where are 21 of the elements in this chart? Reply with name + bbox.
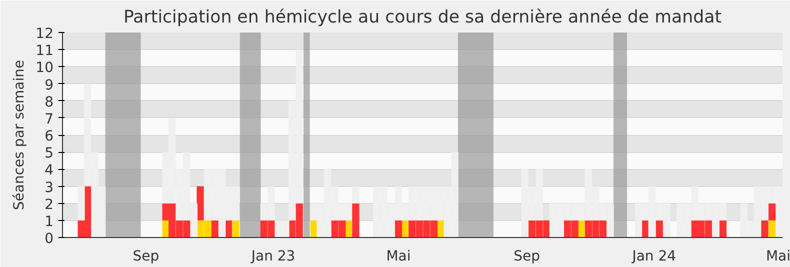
y-tick-label: 1: [44, 214, 54, 230]
chart-title: Participation en hémicycle au cours de sa dernière année de mandat: [124, 8, 722, 28]
y-tick-label: 7: [44, 111, 54, 128]
x-tick-label: Mai: [386, 248, 411, 264]
x-tick-label: Jan 23: [250, 248, 296, 264]
y-tick-label: 10: [36, 60, 54, 76]
y-tick-label: 2: [44, 196, 54, 213]
y-tick-label: 8: [44, 94, 54, 110]
y-tick-label: 12: [36, 26, 54, 42]
y-tick-label: 3: [44, 180, 54, 196]
x-tick-label: Jan 24: [631, 248, 676, 264]
y-tick-label: 6: [44, 128, 54, 144]
x-tick-label: Mai: [766, 248, 790, 264]
x-tick-label: Sep: [514, 248, 540, 264]
y-tick-label: 11: [36, 43, 54, 60]
y-tick-label: 0: [44, 231, 54, 247]
y-tick-label: 4: [44, 162, 54, 179]
y-tick-label: 5: [44, 146, 54, 162]
x-tick-label: Sep: [132, 248, 160, 264]
y-axis-title: Séances par semaine: [12, 60, 28, 210]
y-tick-label: 9: [44, 77, 54, 94]
